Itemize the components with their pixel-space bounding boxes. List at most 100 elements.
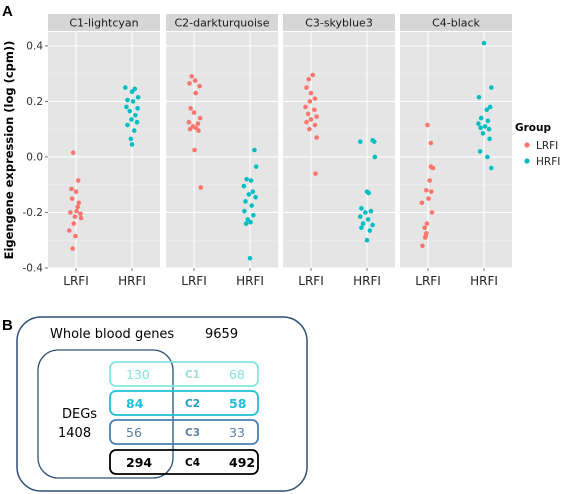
data-point-lrfi (198, 185, 204, 190)
overlap-diagram: Whole blood genes 9659 DEGs 1408 130 C1 68… (16, 316, 308, 492)
data-point-lrfi (78, 215, 84, 221)
data-point-hrfi (478, 125, 483, 131)
facet-panels: C1-lightcyan LRFI HRFI C2-darkturquoise LRFI… (48, 14, 512, 288)
facet-strip-label: C4-black (432, 17, 480, 30)
data-point-lrfi (196, 128, 201, 133)
data-point-hrfi (366, 190, 371, 196)
module-box (109, 419, 259, 445)
x-tick-label: HRFI (353, 274, 381, 288)
data-point-lrfi (76, 200, 82, 206)
data-point-lrfi (75, 178, 81, 183)
data-point-lrfi (424, 187, 429, 193)
data-point-hrfi (125, 97, 130, 103)
data-point-hrfi (488, 85, 494, 90)
data-point-hrfi (484, 107, 490, 113)
legend-title: Group (515, 122, 551, 134)
data-point-lrfi (422, 225, 427, 231)
x-tick-label: LRFI (298, 274, 323, 288)
data-point-lrfi (66, 228, 72, 233)
data-point-lrfi (69, 186, 74, 192)
data-point-lrfi (75, 204, 80, 210)
data-point-lrfi (304, 85, 309, 90)
data-point-hrfi (359, 225, 364, 231)
facet-strip-label: C3-skyblue3 (305, 17, 373, 30)
degs-count: 1408 (58, 426, 91, 441)
data-point-lrfi (78, 211, 83, 217)
data-point-lrfi (428, 140, 434, 146)
data-point-lrfi (191, 110, 197, 115)
data-point-hrfi (357, 214, 363, 219)
data-point-lrfi (73, 189, 79, 194)
data-point-lrfi (71, 221, 77, 226)
data-point-hrfi (370, 222, 375, 228)
data-point-hrfi (359, 206, 364, 211)
data-point-hrfi (250, 189, 256, 194)
module-degs-count: 56 (126, 425, 142, 440)
whole-blood-genes-count: 9659 (205, 327, 238, 342)
facet-plot-area (48, 32, 160, 268)
module-box (109, 361, 259, 387)
facet-strip-label: C2-darkturquoise (174, 17, 269, 30)
data-point-hrfi (249, 203, 254, 208)
y-tick-label: 0.0 (26, 151, 43, 163)
data-point-hrfi (241, 183, 247, 189)
data-point-lrfi (189, 74, 195, 79)
data-point-hrfi (368, 208, 374, 214)
data-point-hrfi (132, 86, 138, 92)
y-tick-label: -0.2 (23, 207, 44, 219)
data-point-hrfi (486, 126, 492, 132)
x-tick-label: HRFI (470, 274, 498, 288)
whole-blood-genes-box (16, 316, 308, 492)
data-point-hrfi (363, 210, 368, 215)
data-point-hrfi (480, 131, 486, 136)
data-point-lrfi (310, 72, 315, 78)
data-point-lrfi (193, 125, 198, 131)
data-point-lrfi (187, 126, 193, 132)
data-point-lrfi (308, 90, 314, 96)
data-point-hrfi (251, 212, 256, 218)
data-point-hrfi (248, 219, 253, 225)
data-point-hrfi (128, 136, 134, 142)
legend: Group LRFI HRFI (515, 122, 560, 168)
module-row-c1: 130 C1 68 (109, 361, 259, 387)
data-point-hrfi (135, 94, 141, 100)
data-point-lrfi (187, 81, 192, 86)
data-point-lrfi (303, 104, 308, 110)
data-point-lrfi (307, 126, 312, 132)
data-point-hrfi (242, 208, 247, 214)
data-point-lrfi (306, 76, 312, 82)
data-point-lrfi (308, 117, 314, 122)
data-point-hrfi (485, 154, 490, 160)
data-point-lrfi (305, 111, 311, 117)
degs-label: DEGs (62, 407, 97, 422)
whole-blood-genes-label: Whole blood genes (50, 327, 174, 342)
data-point-lrfi (197, 83, 202, 89)
data-point-hrfi (247, 255, 253, 261)
data-point-lrfi (188, 106, 193, 111)
facet-3: C3-skyblue3 LRFI HRFI (283, 14, 395, 288)
data-point-lrfi (192, 78, 198, 83)
data-point-lrfi (312, 122, 318, 128)
legend-label-lrfi: LRFI (536, 140, 558, 152)
module-box (109, 449, 259, 475)
data-point-hrfi (371, 139, 377, 144)
module-name: C2 (185, 398, 200, 410)
x-tick-label: HRFI (118, 274, 146, 288)
facet-strip (48, 14, 160, 31)
facet-strip-label: C1-lightcyan (69, 17, 138, 30)
facet-1: C1-lightcyan LRFI HRFI (48, 14, 160, 288)
data-point-hrfi (478, 115, 484, 121)
y-axis: -0.4 -0.2 0.0 0.2 0.4 (23, 40, 48, 275)
module-name: C1 (185, 369, 200, 381)
data-point-hrfi (481, 40, 487, 46)
data-point-lrfi (312, 107, 317, 113)
facet-strip (283, 14, 395, 31)
data-point-hrfi (365, 217, 371, 222)
data-point-lrfi (304, 119, 309, 125)
data-point-lrfi (193, 90, 198, 96)
module-degs-count: 294 (126, 455, 152, 470)
y-tick-label: -0.4 (23, 263, 44, 275)
module-row-c2: 84 C2 58 (109, 390, 259, 416)
data-point-hrfi (245, 217, 251, 222)
x-tick-label: LRFI (63, 274, 88, 288)
